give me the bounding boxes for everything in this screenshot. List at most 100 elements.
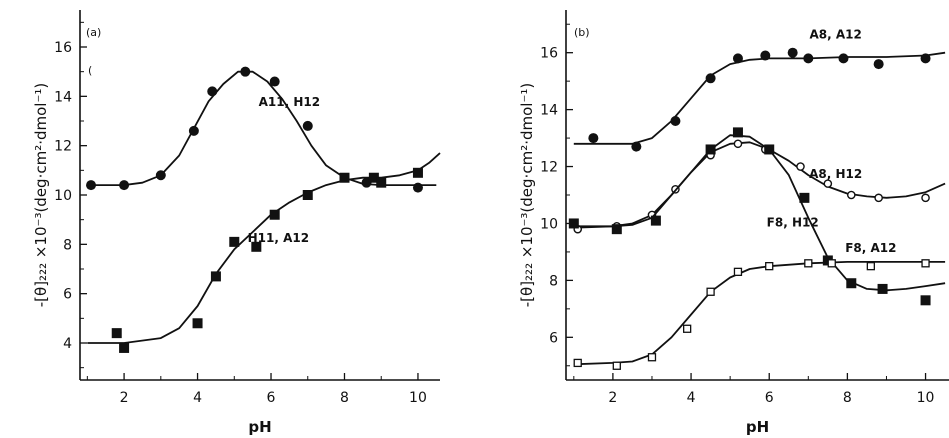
data-point	[240, 66, 251, 77]
data-point	[733, 267, 743, 276]
data-point	[787, 47, 798, 58]
data-point	[670, 116, 681, 126]
data-point	[339, 172, 350, 183]
data-point	[251, 241, 262, 252]
data-point	[765, 262, 774, 271]
data-point	[733, 139, 743, 149]
fit-curve	[87, 70, 437, 186]
data-point	[846, 278, 857, 289]
series-annotation: H11, A12	[248, 231, 309, 245]
data-point	[921, 193, 930, 203]
x-tick-label: 6	[267, 390, 276, 406]
fit-curve	[87, 152, 441, 344]
fit-curve	[573, 141, 946, 229]
data-point	[920, 53, 931, 64]
data-point	[760, 50, 771, 61]
x-tick-label: 10	[917, 390, 935, 406]
data-point	[732, 127, 743, 138]
y-axis-label: -[θ]₂₂₂ ×10⁻³(deg·cm²·dmol⁻¹)	[32, 83, 50, 307]
data-point	[823, 179, 833, 188]
data-point	[229, 236, 240, 247]
data-point	[647, 353, 657, 362]
series-annotation: A8, H12	[809, 167, 862, 181]
x-tick-label: 8	[843, 390, 852, 406]
x-tick-label: 6	[765, 390, 774, 406]
fit-curve	[573, 261, 946, 366]
data-point	[764, 144, 775, 155]
data-point	[705, 73, 716, 84]
y-tick-label: 6	[63, 287, 72, 303]
series-h11-a12	[87, 152, 441, 353]
data-point	[732, 53, 743, 64]
data-point	[412, 167, 423, 178]
data-point	[846, 190, 856, 200]
series-a8-a12	[573, 47, 946, 152]
data-point	[269, 76, 280, 87]
panel-label: (b)	[574, 26, 590, 39]
data-point	[920, 295, 931, 306]
fit-curve	[573, 51, 946, 145]
y-tick-label: 8	[549, 273, 558, 289]
series-f8-a12	[573, 259, 946, 370]
x-tick-label: 2	[608, 390, 617, 406]
data-point	[210, 271, 221, 282]
y-tick-label: 10	[54, 188, 72, 204]
data-point	[838, 53, 849, 64]
data-point	[568, 218, 579, 229]
x-tick-label: 2	[120, 390, 129, 406]
x-tick-label: 4	[687, 390, 696, 406]
stray-mark: (	[88, 64, 92, 77]
x-tick-label: 4	[193, 390, 202, 406]
y-tick-label: 4	[63, 336, 72, 352]
data-point	[921, 259, 930, 268]
series-f8-h12	[568, 127, 946, 306]
x-tick-label: 8	[340, 390, 349, 406]
y-tick-label: 14	[54, 89, 72, 105]
y-tick-label: 12	[54, 139, 72, 155]
data-point	[269, 209, 280, 220]
data-point	[588, 133, 599, 144]
series-a11-h12	[86, 66, 437, 193]
x-axis-label: pH	[248, 418, 271, 436]
y-tick-label: 16	[540, 46, 558, 62]
data-point	[827, 259, 836, 268]
series-annotation: A11, H12	[259, 95, 320, 109]
data-point	[803, 53, 814, 64]
data-point	[706, 287, 715, 296]
data-point	[874, 193, 883, 203]
data-point	[705, 144, 716, 155]
data-point	[119, 180, 130, 191]
data-point	[799, 192, 810, 203]
y-tick-label: 16	[54, 40, 72, 56]
data-point	[873, 59, 884, 70]
panel-a: 2 4 6 8 10 4 6 8 10 12 14 16 pH -[θ]₂₂₂ ×10⁻³(deg·cm²…	[32, 10, 441, 436]
data-point	[155, 170, 166, 181]
data-point	[302, 120, 313, 131]
series-a8-h12	[573, 139, 946, 234]
data-point	[188, 125, 199, 136]
series-annotation: F8, A12	[845, 241, 896, 255]
y-tick-label: 14	[540, 103, 558, 119]
data-point	[796, 162, 805, 171]
series-annotation: F8, H12	[767, 215, 819, 229]
data-point	[573, 358, 582, 368]
data-point	[631, 141, 642, 152]
data-point	[612, 361, 621, 370]
series-annotation: A8, A12	[809, 27, 861, 41]
panel-b: 2 4 6 8 10 6 8 10 12 14 16 pH -[θ]₂₂₂ ×10⁻³(deg·cm²·…	[518, 10, 949, 436]
data-point	[192, 318, 203, 329]
data-point	[86, 180, 97, 191]
data-point	[119, 342, 130, 353]
data-point	[877, 283, 888, 294]
data-point	[376, 177, 387, 188]
data-point	[804, 259, 813, 268]
data-point	[611, 224, 622, 235]
data-point	[412, 182, 423, 193]
x-tick-label: 10	[409, 390, 427, 406]
x-axis-label: pH	[746, 418, 769, 436]
data-point	[650, 215, 661, 226]
data-point	[368, 172, 379, 183]
y-tick-label: 8	[63, 237, 72, 253]
data-point	[683, 324, 692, 333]
